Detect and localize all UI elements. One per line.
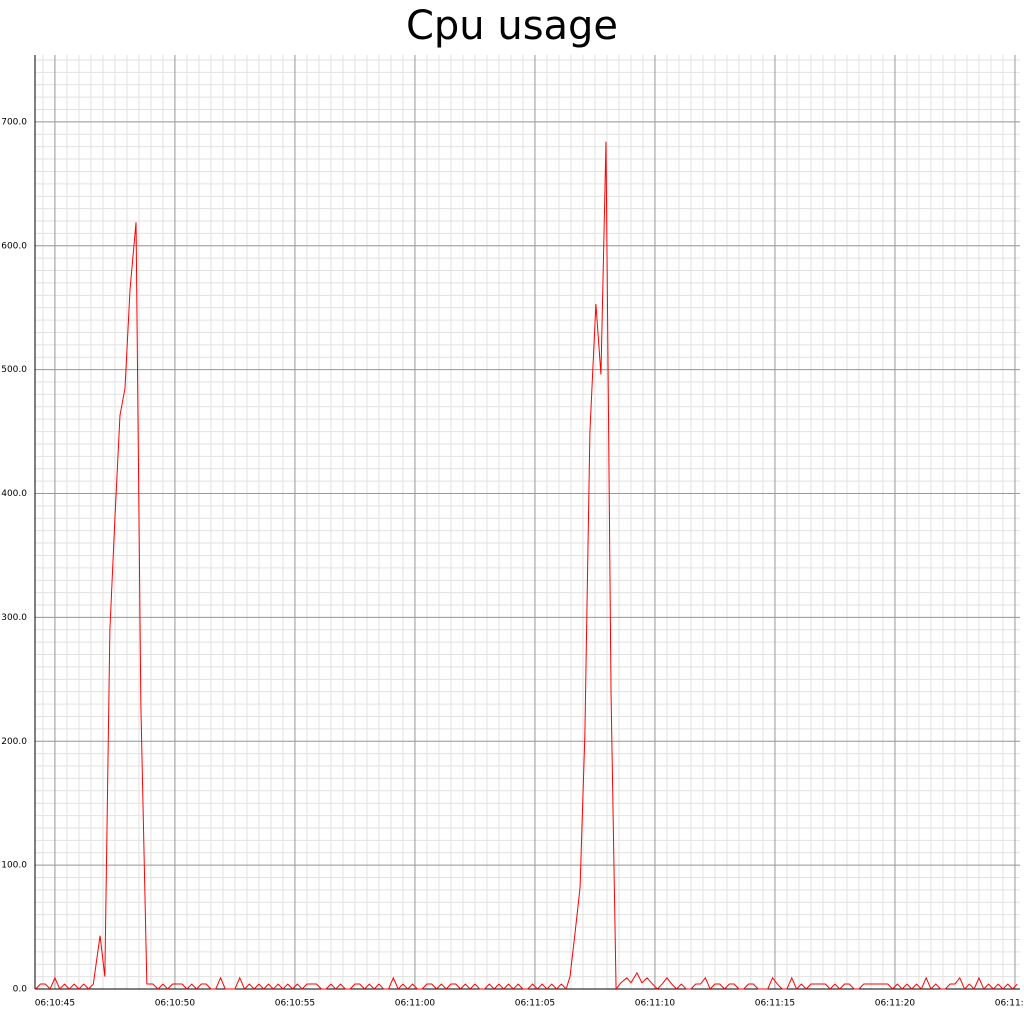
- y-tick-label: 400.0: [1, 489, 27, 499]
- cpu-line: [35, 141, 1018, 991]
- chart-title: Cpu usage: [406, 3, 618, 49]
- x-tick-label: 06:11:20: [875, 999, 916, 1009]
- y-tick-label: 700.0: [1, 117, 27, 127]
- x-tick-label: 06:11:00: [395, 999, 436, 1009]
- x-tick-label: 06:11:15: [755, 999, 795, 1009]
- y-tick-label: 0.0: [13, 985, 28, 995]
- x-tick-label: 06:10:55: [275, 999, 315, 1009]
- y-tick-label: 300.0: [1, 613, 27, 623]
- x-tick-label: 06:11:25: [995, 999, 1024, 1009]
- y-tick-label: 100.0: [1, 861, 27, 871]
- y-tick-label: 600.0: [1, 241, 27, 251]
- x-tick-label: 06:11:10: [635, 999, 676, 1009]
- y-tick-label: 500.0: [1, 365, 27, 375]
- x-tick-label: 06:10:50: [155, 999, 196, 1009]
- x-tick-label: 06:11:05: [515, 999, 555, 1009]
- x-tick-label: 06:10:45: [35, 999, 75, 1009]
- y-tick-label: 200.0: [1, 737, 27, 747]
